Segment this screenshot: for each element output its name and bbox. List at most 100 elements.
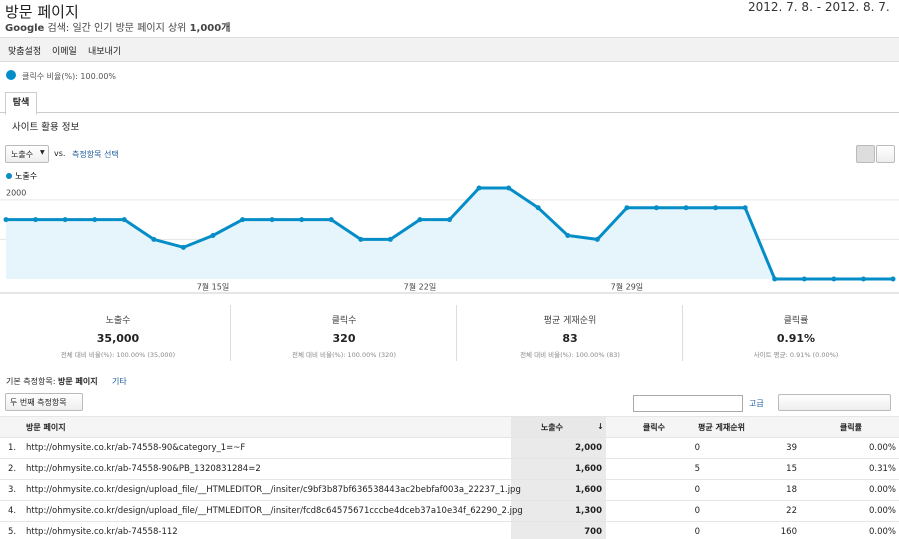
scorecard-label: 클릭률 — [783, 316, 809, 326]
table-header: 방문 페이지 노출수 클릭수 평균 게재순위 클릭률 ↓ — [0, 416, 899, 438]
scorecard: 평균 게재순위 83 전체 대비 비율(%): 100.00% (83) — [458, 305, 683, 361]
sorted-cell — [511, 459, 606, 480]
motion-chart-button[interactable] — [876, 145, 895, 163]
cell: 0 — [694, 527, 700, 537]
column-header: 클릭률 — [839, 423, 862, 432]
line-chart-button[interactable] — [856, 145, 875, 163]
subtitle-part: 1,000개 — [189, 23, 231, 34]
point — [62, 217, 68, 223]
row-link[interactable]: http://ohmysite.co.kr/ab-74558-90&catego… — [26, 443, 246, 453]
sorted-cell — [511, 501, 606, 522]
table-row: 4. http://ohmysite.co.kr/design/upload_fi… — [0, 500, 899, 522]
sorted-cell — [511, 438, 606, 459]
cell: 0.00% — [868, 527, 896, 537]
point — [3, 217, 9, 223]
cell: 1. — [8, 443, 17, 453]
metric: 노출수 — [11, 150, 34, 159]
cell: 0.00% — [868, 506, 896, 516]
metric-select[interactable]: 측정항목 선택 — [72, 150, 119, 159]
advanced[interactable]: 고급 — [749, 399, 764, 408]
point — [801, 276, 807, 282]
toolbar-button[interactable]: 맞춤설정 — [8, 47, 42, 57]
row-link[interactable]: http://ohmysite.co.kr/ab-74558-90&PB_132… — [26, 464, 261, 474]
point — [180, 244, 186, 250]
y-tick-label: 2000 — [6, 188, 26, 197]
cell: 160 — [780, 527, 797, 537]
point — [831, 276, 837, 282]
cell: 22 — [786, 506, 797, 516]
area — [6, 187, 893, 279]
cell: 18 — [786, 485, 797, 495]
point — [476, 185, 482, 191]
tab[interactable]: 탐색 — [5, 92, 37, 115]
scorecard-note: 사이트 평균: 0.91% (0.00%) — [753, 351, 839, 359]
secondary-dropdown[interactable]: 두 번째 측정항목 — [5, 393, 83, 411]
scorecard-value: 320 — [332, 332, 356, 345]
caret: ▼ — [40, 149, 45, 156]
page-title: 방문 페이지 — [5, 3, 79, 21]
scorecard-value: 83 — [562, 332, 578, 345]
scorecard: 노출수 35,000 전체 대비 비율(%): 100.00% (35,000) — [6, 305, 231, 361]
point — [328, 217, 334, 223]
point — [240, 217, 246, 223]
row-link[interactable]: http://ohmysite.co.kr/design/upload_file… — [26, 506, 523, 516]
point — [358, 236, 364, 242]
row-link[interactable]: http://ohmysite.co.kr/ab-74558-112 — [26, 527, 178, 537]
toolbar: 맞춤설정 이메일 내보내기 — [0, 37, 899, 62]
point — [299, 217, 305, 223]
scorecard: 클릭률 0.91% 사이트 평균: 0.91% (0.00%) — [684, 305, 899, 361]
cell: 39 — [786, 443, 797, 453]
sorted-cell — [511, 480, 606, 501]
point — [151, 236, 157, 242]
toolbar-button[interactable]: 내보내기 — [88, 47, 122, 57]
table-row: 3. http://ohmysite.co.kr/design/upload_fi… — [0, 479, 899, 501]
subtab[interactable]: 사이트 활용 정보 — [12, 122, 80, 133]
column-header: 방문 페이지 — [26, 423, 66, 432]
dimension-value: 방문 페이지 — [58, 377, 98, 386]
dimension-other[interactable]: 기타 — [112, 377, 127, 386]
sorted-cell — [511, 522, 606, 539]
cell: 2,000 — [575, 443, 602, 453]
cell: 0 — [694, 485, 700, 495]
sorted-column — [511, 417, 606, 438]
toolbar-button[interactable]: 이메일 — [52, 47, 77, 57]
legend-label: 노출수 — [15, 171, 37, 181]
cell: 0.00% — [868, 485, 896, 495]
point — [121, 217, 127, 223]
cell: 1,600 — [575, 464, 602, 474]
date-range[interactable]: 2012. 7. 8. - 2012. 8. 7. — [748, 0, 890, 14]
x-tick-label: 7월 22일 — [404, 282, 437, 292]
point — [713, 205, 719, 211]
subtitle-part: 검색: 일간 인기 방문 페이지 상위 — [44, 23, 190, 34]
segment: 클릭수 비율(%): 100.00% — [22, 72, 117, 81]
segment-icon — [6, 70, 16, 80]
point — [683, 205, 689, 211]
cell: 4. — [8, 506, 17, 516]
row-link[interactable]: http://ohmysite.co.kr/design/upload_file… — [26, 485, 521, 495]
cell: 0 — [694, 443, 700, 453]
point — [772, 276, 778, 282]
cell: 0.31% — [868, 464, 896, 474]
table: 방문 페이지 노출수 클릭수 평균 게재순위 클릭률 ↓ 1. http://ohmysite… — [0, 416, 899, 539]
point — [594, 236, 600, 242]
tab-line — [0, 112, 899, 113]
point — [269, 217, 275, 223]
column-header: 평균 게재순위 — [698, 423, 745, 432]
scorecard: 클릭수 320 전체 대비 비율(%): 100.00% (320) — [232, 305, 457, 361]
cell: 2. — [8, 464, 17, 474]
metric-dropdown[interactable]: 노출수 ▼ — [5, 145, 49, 163]
scorecard-label: 노출수 — [105, 316, 131, 326]
point — [417, 217, 423, 223]
point — [742, 205, 748, 211]
view-buttons[interactable] — [778, 394, 891, 411]
search-box[interactable] — [633, 395, 743, 412]
legend-marker — [6, 173, 12, 179]
point — [387, 236, 393, 242]
subtitle-part: Google — [5, 23, 45, 34]
point — [506, 185, 512, 191]
cell: 5. — [8, 527, 17, 537]
column-header: 클릭수 — [642, 423, 665, 432]
cell: 0.00% — [868, 443, 896, 453]
